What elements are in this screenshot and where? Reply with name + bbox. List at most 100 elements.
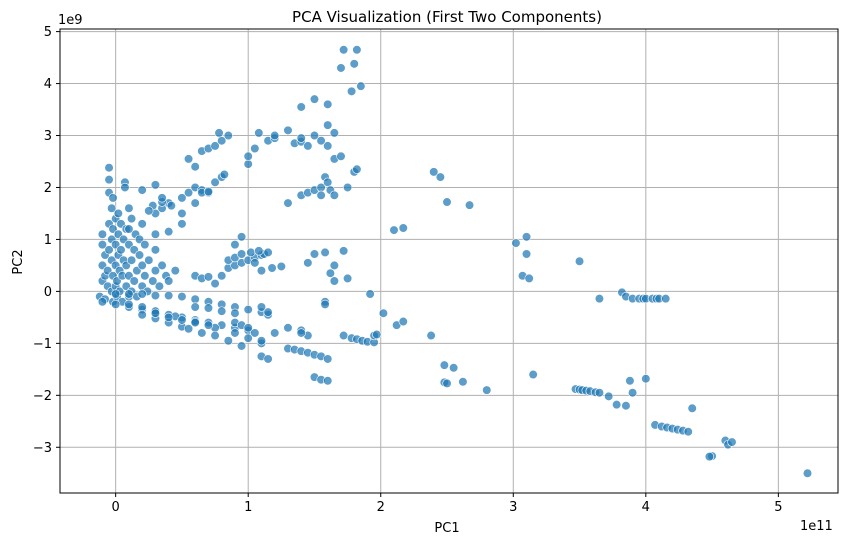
scatter-point xyxy=(137,185,147,195)
scatter-point xyxy=(183,154,194,164)
chart-title: PCA Visualization (First Two Components) xyxy=(292,8,602,26)
scatter-point xyxy=(283,198,293,208)
scatter-point xyxy=(190,317,200,328)
scatter-point xyxy=(124,224,134,234)
scatter-point xyxy=(170,266,180,276)
scatter-point xyxy=(464,200,475,210)
scatter-point xyxy=(219,169,229,180)
scatter-point xyxy=(124,289,134,299)
scatter-point xyxy=(329,190,339,200)
scatter-point xyxy=(349,59,359,69)
scatter-point xyxy=(336,63,346,73)
scatter-point xyxy=(243,333,253,343)
plot-frame xyxy=(59,28,839,494)
y-tick-label: 3 xyxy=(44,129,52,144)
scatter-point xyxy=(372,329,382,340)
scatter-point xyxy=(190,198,200,208)
x-tick-label: 4 xyxy=(642,500,650,515)
scatter-point xyxy=(458,377,468,387)
scatter-point xyxy=(256,266,267,276)
scatter-point xyxy=(316,136,326,146)
scatter-point xyxy=(137,260,147,271)
scatter-point xyxy=(309,94,320,104)
scatter-point xyxy=(398,223,408,233)
scatter-point xyxy=(521,232,532,242)
x-axis-offset-label: 1e11 xyxy=(800,519,833,534)
scatter-point xyxy=(250,328,260,338)
scatter-point xyxy=(243,323,253,333)
scatter-point xyxy=(303,141,313,151)
scatter-point xyxy=(203,187,214,197)
scatter-point xyxy=(108,193,118,203)
scatter-point xyxy=(223,336,233,346)
scatter-point xyxy=(343,182,353,193)
scatter-point xyxy=(704,452,715,462)
scatter-point xyxy=(243,159,253,169)
scatter-point xyxy=(210,330,220,341)
scatter-point xyxy=(210,279,220,289)
x-tick-label: 1 xyxy=(244,500,252,515)
scatter-point xyxy=(236,249,247,259)
scatter-point xyxy=(144,255,154,265)
scatter-point xyxy=(339,330,349,341)
scatter-point xyxy=(283,323,293,333)
scatter-point xyxy=(320,247,330,258)
x-tick-label: 3 xyxy=(509,500,517,515)
scatter-point xyxy=(329,276,339,286)
scatter-point xyxy=(604,391,614,401)
scatter-point xyxy=(104,245,114,255)
scatter-point xyxy=(177,208,187,219)
scatter-point xyxy=(661,294,671,304)
scatter-point xyxy=(111,299,121,309)
scatter-point xyxy=(183,324,194,334)
scatter-point xyxy=(137,302,147,312)
scatter-point xyxy=(352,164,362,174)
scatter-point xyxy=(316,190,326,200)
x-axis-ticks: 0 1 2 3 4 5 xyxy=(112,493,782,515)
grid-lines xyxy=(60,29,838,493)
scatter-point xyxy=(164,276,174,286)
scatter-point xyxy=(116,245,126,255)
scatter-point xyxy=(164,312,174,322)
scatter-point xyxy=(296,102,306,112)
scatter-point xyxy=(250,143,260,154)
scatter-point xyxy=(594,294,605,304)
scatter-point xyxy=(389,225,399,235)
scatter-point xyxy=(150,266,161,276)
y-tick-label: 1 xyxy=(44,233,52,248)
x-tick-label: 5 xyxy=(774,500,782,515)
scatter-point xyxy=(124,203,134,213)
scatter-point xyxy=(97,229,108,239)
scatter-point xyxy=(323,376,333,386)
scatter-point xyxy=(346,86,357,96)
scatter-point xyxy=(263,247,273,258)
scatter-point xyxy=(126,255,137,265)
scatter-point xyxy=(683,427,693,437)
scatter-point xyxy=(107,203,117,213)
scatter-point xyxy=(426,330,436,341)
scatter-point xyxy=(236,341,247,351)
y-axis-offset-label: 1e9 xyxy=(58,13,83,28)
scatter-point xyxy=(256,302,267,312)
scatter-point xyxy=(442,378,452,388)
scatter-point xyxy=(352,45,362,55)
scatter-point xyxy=(296,133,306,143)
scatter-point xyxy=(120,182,130,193)
scatter-point xyxy=(137,310,147,320)
scatter-point xyxy=(528,369,538,380)
scatter-point xyxy=(104,163,114,173)
scatter-point xyxy=(140,240,150,250)
scatter-point xyxy=(303,258,313,268)
scatter-point xyxy=(203,320,214,330)
scatter-point xyxy=(230,240,240,250)
scatter-point xyxy=(323,120,333,130)
scatter-point xyxy=(429,167,439,177)
x-axis-label: PC1 xyxy=(434,521,459,536)
y-tick-label: −3 xyxy=(33,441,52,456)
scatter-point xyxy=(329,128,339,138)
scatter-point xyxy=(144,206,154,216)
y-tick-label: −1 xyxy=(33,337,52,352)
scatter-point xyxy=(267,263,277,273)
y-tick-label: 2 xyxy=(44,181,52,196)
y-axis-ticks: −3 −2 −1 0 1 2 3 4 5 xyxy=(33,25,60,456)
